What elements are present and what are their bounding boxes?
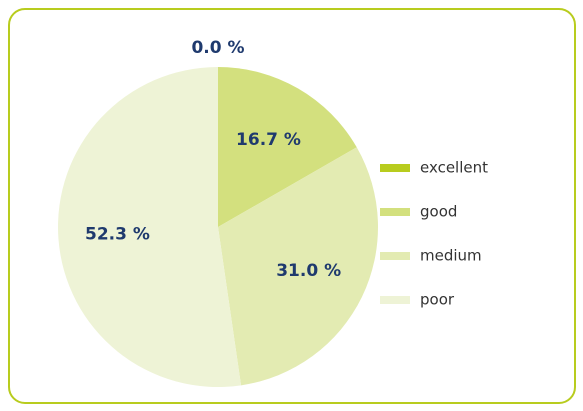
pie-slice <box>58 67 242 387</box>
legend-swatch <box>380 208 410 216</box>
value-label: 52.3 % <box>85 224 150 244</box>
legend-swatch <box>380 164 410 172</box>
value-label: 0.0 % <box>191 38 244 58</box>
pie-slice <box>218 67 357 227</box>
legend-label: poor <box>420 291 455 309</box>
pie-slice <box>218 147 378 386</box>
value-label: 31.0 % <box>276 261 341 281</box>
legend-swatch <box>380 296 410 304</box>
value-label: 16.7 % <box>236 130 301 150</box>
legend-label: medium <box>420 247 482 265</box>
legend-label: good <box>420 203 457 221</box>
legend-label: excellent <box>420 159 488 177</box>
legend-swatch <box>380 252 410 260</box>
